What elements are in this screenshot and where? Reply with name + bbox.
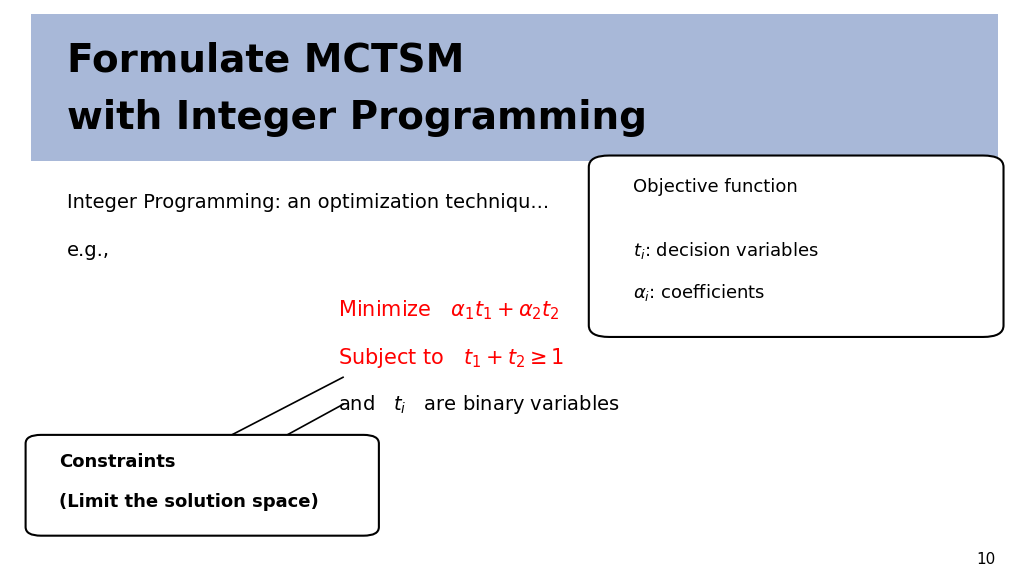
FancyBboxPatch shape <box>26 435 379 536</box>
Text: Constraints: Constraints <box>59 453 176 471</box>
Text: and   $t_i$   are binary variables: and $t_i$ are binary variables <box>338 393 620 416</box>
Text: Minimize   $\alpha_1 t_1 + \alpha_2 t_2$: Minimize $\alpha_1 t_1 + \alpha_2 t_2$ <box>338 298 560 321</box>
FancyBboxPatch shape <box>31 14 998 161</box>
Text: e.g.,: e.g., <box>67 241 110 260</box>
Text: $t_i$: decision variables: $t_i$: decision variables <box>633 240 818 261</box>
Text: 10: 10 <box>976 552 995 567</box>
Text: Formulate MCTSM: Formulate MCTSM <box>67 41 464 79</box>
FancyBboxPatch shape <box>589 156 1004 337</box>
Text: with Integer Programming: with Integer Programming <box>67 99 646 137</box>
Text: $\alpha_i$: coefficients: $\alpha_i$: coefficients <box>633 282 765 302</box>
Text: Subject to   $t_1 + t_2 \geq 1$: Subject to $t_1 + t_2 \geq 1$ <box>338 346 564 370</box>
Text: Integer Programming: an optimization techniqu...: Integer Programming: an optimization tec… <box>67 194 549 212</box>
Text: Objective function: Objective function <box>633 178 798 196</box>
Text: (Limit the solution space): (Limit the solution space) <box>59 493 319 511</box>
